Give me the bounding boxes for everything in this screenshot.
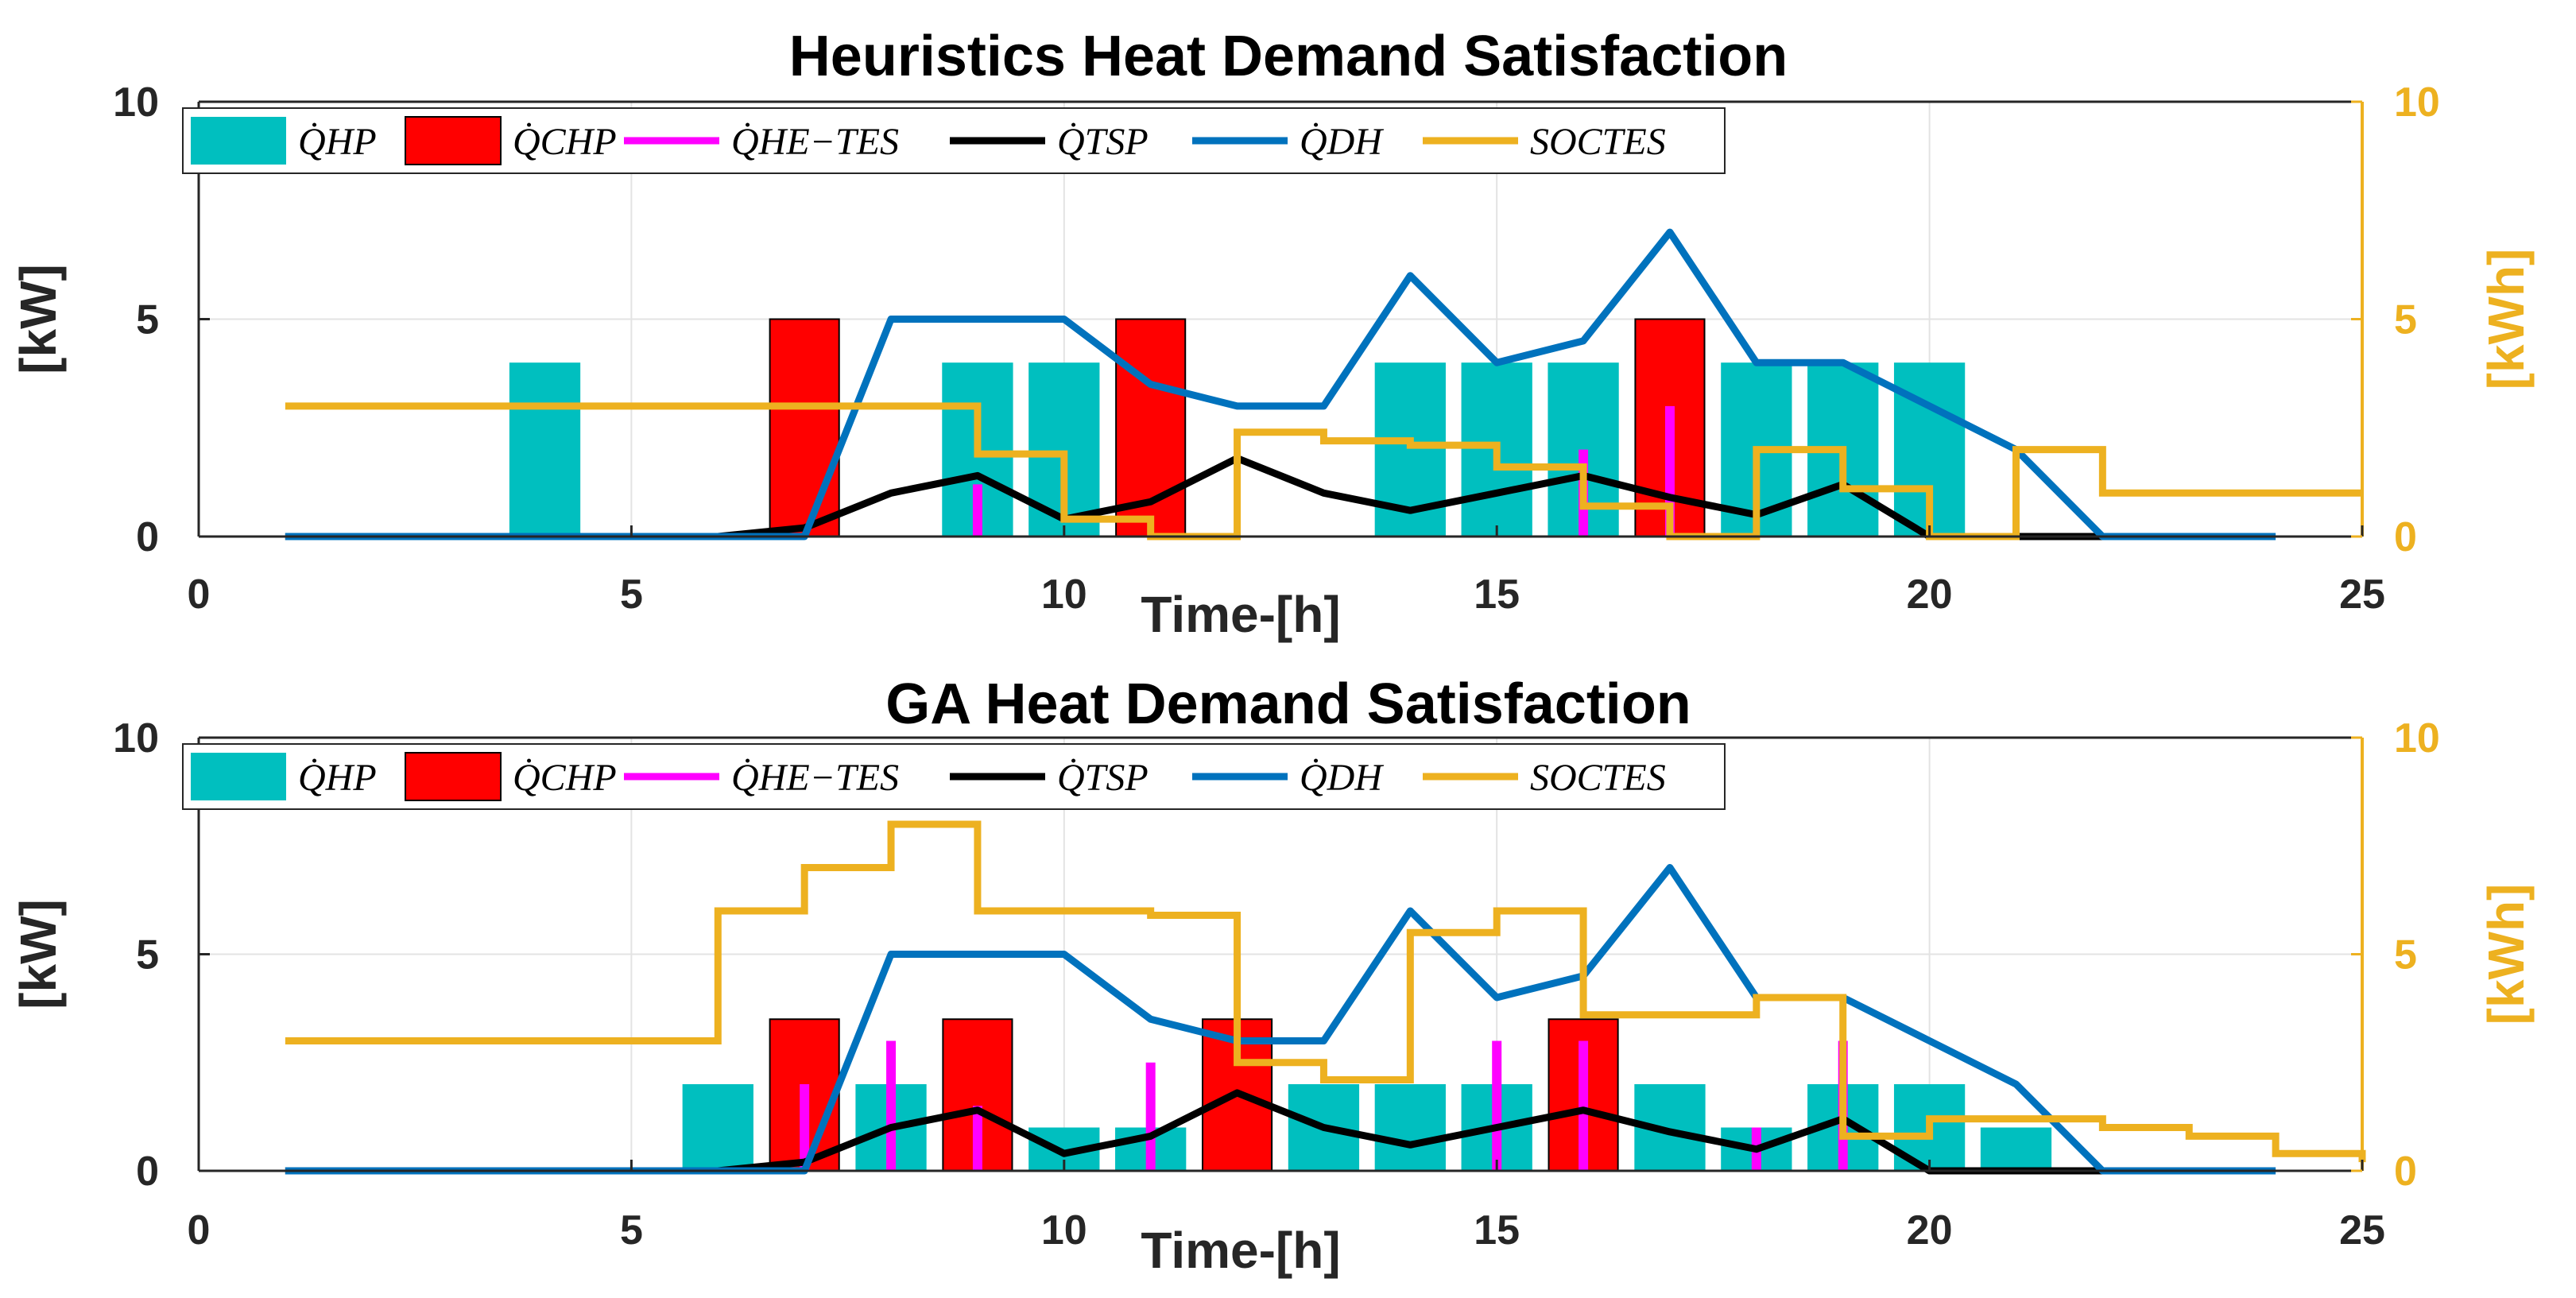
he-tes-bar [972, 484, 982, 537]
x-tick-label: 10 [1041, 1207, 1087, 1253]
hp-bar [1980, 1127, 2052, 1171]
legend-swatch-hp [191, 753, 286, 800]
dh-series-line [285, 228, 2276, 541]
y-right-tick-label: 10 [2394, 715, 2440, 761]
x-tick-label: 25 [2339, 572, 2385, 618]
x-tick-label: 25 [2339, 1207, 2385, 1253]
y-tick-label: 5 [136, 297, 159, 343]
soc-series-line [285, 402, 2362, 541]
x-tick-label: 5 [620, 572, 643, 618]
legend-swatch-hp [191, 117, 286, 165]
legend-label-chp: Q̇CHP [513, 757, 617, 799]
x-tick-label: 20 [1907, 1207, 1953, 1253]
y-tick-label: 10 [113, 715, 159, 761]
y-right-tick-label: 5 [2394, 297, 2417, 343]
x-tick-label: 0 [188, 572, 211, 618]
he-tes-bar [972, 1106, 982, 1171]
legend-label-tsp: Q̇TSP [1057, 121, 1149, 163]
y-tick-label: 0 [136, 514, 159, 560]
legend-swatch-chp [405, 752, 502, 801]
hp-bar [1374, 1084, 1446, 1171]
x-axis-label: Time-[h] [1141, 586, 1340, 643]
legend-label-hp: Q̇HP [298, 121, 377, 163]
chart-title: Heuristics Heat Demand Satisfaction [789, 25, 1788, 88]
y-right-axis-label: [kWh] [2477, 249, 2535, 390]
x-tick-label: 20 [1907, 572, 1953, 618]
y-axis-label: [kW] [10, 899, 67, 1009]
x-tick-label: 15 [1474, 1207, 1520, 1253]
x-axis-label: Time-[h] [1141, 1222, 1340, 1279]
y-tick-label: 10 [113, 79, 159, 126]
legend-label-soc: SOCTES [1530, 121, 1666, 163]
hp-bar [509, 362, 581, 537]
he-tes-bar [886, 1040, 897, 1171]
soc-series-line [285, 820, 2366, 1163]
x-tick-label: 15 [1474, 572, 1520, 618]
legend-label-dh: Q̇DH [1300, 121, 1384, 163]
legend-label-soc: SOCTES [1530, 757, 1666, 799]
x-tick-label: 0 [188, 1207, 211, 1253]
legend-label-he_tes: Q̇HE−TES [731, 121, 899, 163]
x-tick-label: 10 [1041, 572, 1087, 618]
hp-bar [682, 1084, 753, 1171]
legend-label-dh: Q̇DH [1300, 757, 1384, 799]
legend-label-tsp: Q̇TSP [1057, 757, 1149, 799]
y-right-tick-label: 0 [2394, 514, 2417, 560]
y-tick-label: 0 [136, 1149, 159, 1195]
legend-label-chp: Q̇CHP [513, 121, 617, 163]
y-tick-label: 5 [136, 932, 159, 978]
chp-bar [769, 318, 840, 537]
chart-title: GA Heat Demand Satisfaction [885, 672, 1691, 736]
he-tes-bar [1145, 1062, 1156, 1171]
y-right-axis-label: [kWh] [2477, 884, 2535, 1025]
he-tes-bar [1492, 1040, 1502, 1171]
y-right-tick-label: 10 [2394, 79, 2440, 126]
y-right-tick-label: 5 [2394, 932, 2417, 978]
x-tick-label: 5 [620, 1207, 643, 1253]
panel-heuristics: Heuristics Heat Demand Satisfaction 0 5 10 1… [10, 25, 2535, 643]
he-tes-bar [800, 1084, 810, 1171]
legend-swatch-chp [405, 116, 502, 165]
y-right-tick-label: 0 [2394, 1149, 2417, 1195]
y-axis-label: [kW] [10, 264, 67, 374]
he-tes-bar [1579, 1040, 1589, 1171]
dh-series-line [285, 864, 2276, 1175]
legend-label-he_tes: Q̇HE−TES [731, 757, 899, 799]
legend-label-hp: Q̇HP [298, 757, 377, 799]
